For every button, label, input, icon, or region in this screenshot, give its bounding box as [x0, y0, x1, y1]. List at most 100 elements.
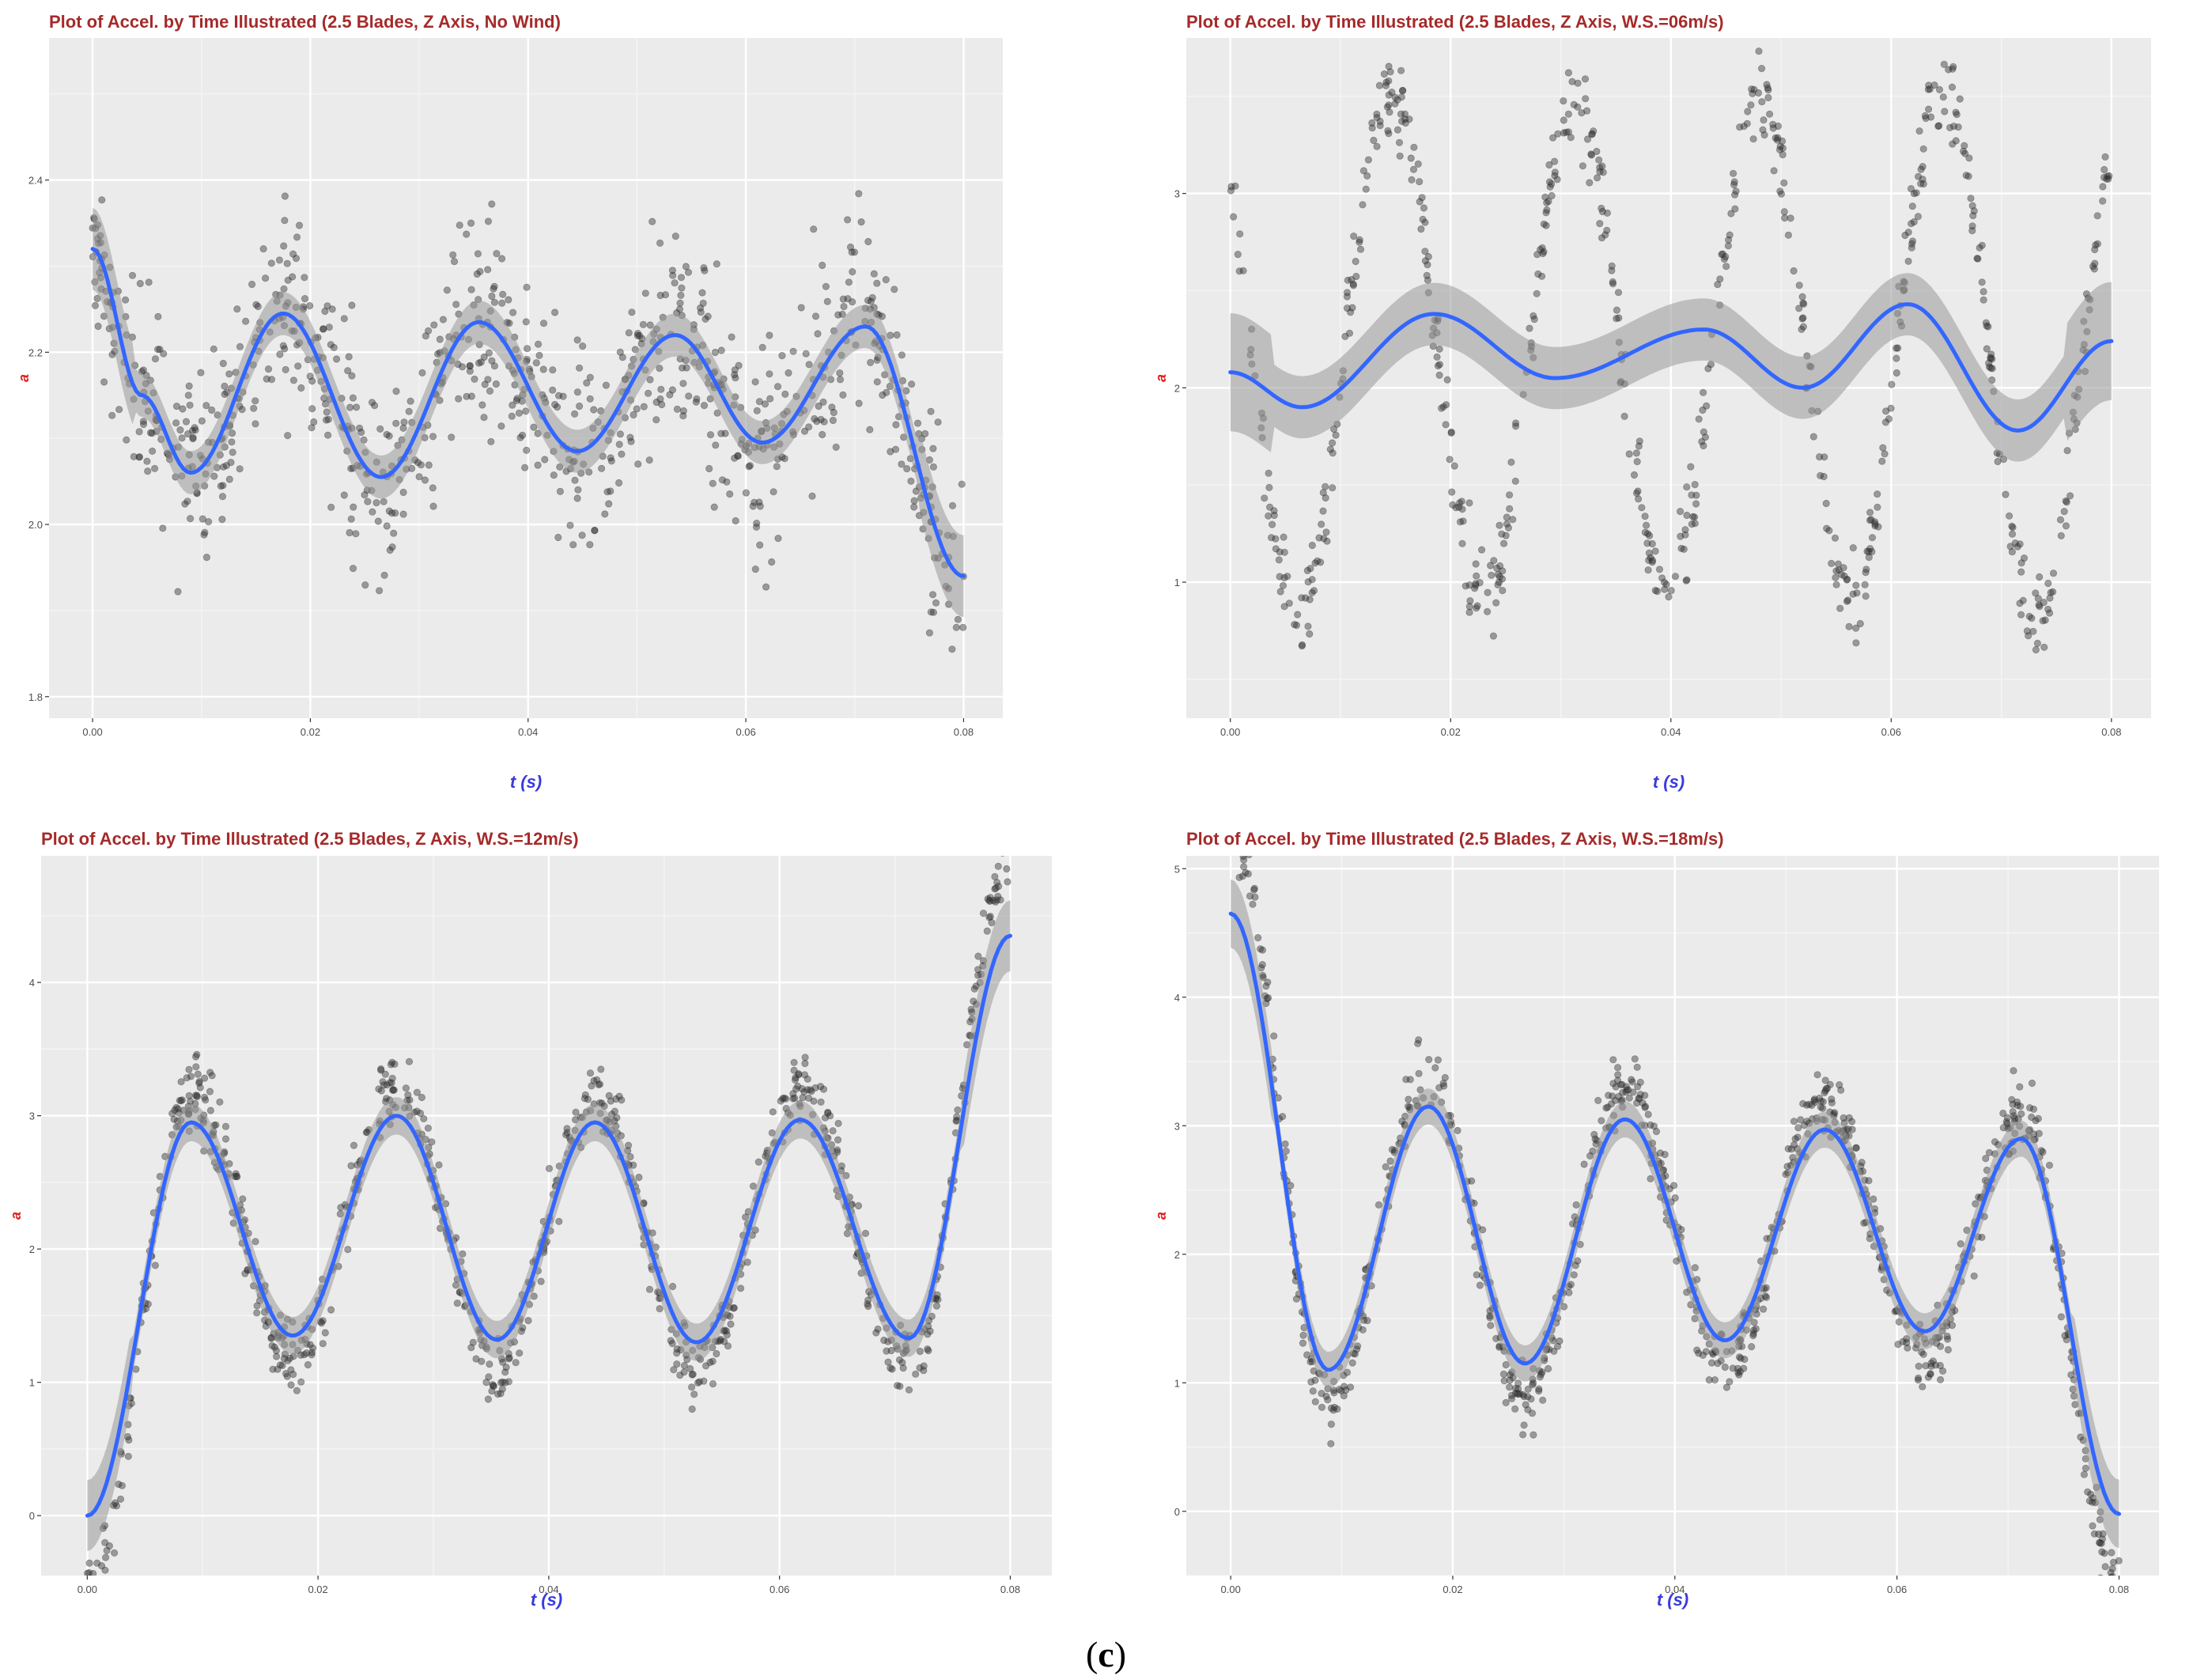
- scatter-point: [1270, 1032, 1278, 1040]
- scatter-point: [466, 361, 474, 369]
- scatter-point: [1910, 218, 1918, 226]
- scatter-point: [2108, 1565, 2116, 1572]
- scatter-point: [2040, 643, 2048, 651]
- scatter-point: [645, 456, 653, 464]
- scatter-point: [1908, 237, 1917, 245]
- scatter-point: [375, 587, 384, 595]
- scatter-point: [208, 406, 216, 414]
- scatter-point: [1551, 168, 1560, 176]
- scatter-point: [1356, 238, 1363, 246]
- scatter-point: [1343, 289, 1352, 297]
- scatter-point: [145, 278, 153, 286]
- scatter-point: [1401, 119, 1409, 127]
- x-axis-label: t (s): [510, 772, 542, 792]
- scatter-point: [189, 433, 197, 441]
- scatter-point: [1363, 1317, 1371, 1325]
- scatter-point: [1919, 1383, 1927, 1391]
- scatter-point: [1919, 163, 1927, 171]
- scatter-point: [151, 355, 160, 363]
- scatter-point: [1755, 47, 1763, 55]
- scatter-point: [1705, 1376, 1713, 1384]
- y-tick-label: 1: [1174, 1377, 1180, 1389]
- scatter-point: [118, 1481, 126, 1489]
- chart-panel-2: Plot of Accel. by Time Illustrated (2.5 …: [1153, 12, 2151, 792]
- scatter-point: [804, 1075, 811, 1083]
- scatter-point: [1646, 532, 1654, 539]
- scatter-point: [1535, 1385, 1543, 1393]
- scatter-point: [607, 457, 615, 465]
- scatter-point: [745, 463, 753, 471]
- scatter-point: [1468, 1177, 1476, 1185]
- scatter-point: [697, 308, 705, 316]
- scatter-point: [1983, 322, 1991, 330]
- scatter-point: [2041, 616, 2049, 624]
- scatter-point: [1731, 205, 1739, 213]
- scatter-point: [1258, 961, 1266, 969]
- scatter-point: [2099, 183, 2107, 191]
- scatter-point: [1760, 116, 1768, 124]
- x-tick-label: 0.04: [1665, 1584, 1685, 1595]
- scatter-point: [692, 398, 700, 406]
- scatter-point: [1534, 270, 1542, 278]
- smooth-line: [1228, 302, 2114, 433]
- scatter-point: [2066, 492, 2074, 500]
- y-tick-label: 3: [1174, 1120, 1180, 1132]
- scatter-point: [989, 896, 997, 905]
- scatter-point: [156, 346, 164, 354]
- scatter-point: [1507, 1391, 1516, 1399]
- scatter-point: [149, 447, 157, 456]
- scatter-point: [1968, 202, 1976, 210]
- scatter-point: [1901, 231, 1909, 240]
- scatter-point: [297, 1351, 305, 1359]
- scatter-point: [1730, 169, 1737, 177]
- scatter-point: [453, 1300, 461, 1307]
- scatter-point: [239, 1195, 247, 1203]
- scatter-point: [766, 331, 773, 339]
- scatter-point: [1582, 95, 1590, 103]
- scatter-point: [1415, 1036, 1423, 1044]
- scatter-point: [864, 1302, 872, 1311]
- scatter-point: [898, 351, 906, 359]
- scatter-point: [1719, 250, 1726, 258]
- scatter-point: [415, 473, 423, 481]
- scatter-point: [661, 291, 670, 299]
- scatter-point: [1661, 585, 1669, 593]
- scatter-point: [1553, 176, 1561, 184]
- scatter-point: [1343, 293, 1352, 301]
- scatter-point: [1299, 1331, 1307, 1339]
- scatter-point: [308, 377, 316, 385]
- x-axis-label: t (s): [1657, 1590, 1688, 1610]
- scatter-point: [1930, 81, 1938, 89]
- scatter-point: [1292, 621, 1301, 630]
- scatter-point: [1622, 1083, 1630, 1091]
- scatter-point: [275, 256, 283, 264]
- scatter-point: [1333, 1405, 1341, 1413]
- scatter-point: [1949, 62, 1957, 71]
- scatter-point: [753, 519, 761, 528]
- scatter-point: [1925, 81, 1933, 89]
- scatter-point: [539, 365, 547, 373]
- scatter-point: [1281, 1140, 1289, 1148]
- scatter-point: [189, 426, 197, 434]
- scatter-point: [361, 581, 369, 589]
- scatter-point: [1543, 206, 1551, 214]
- scatter-point: [1473, 1271, 1480, 1279]
- scatter-point: [545, 1164, 554, 1173]
- scatter-point: [1231, 182, 1239, 190]
- scatter-point: [1799, 323, 1807, 331]
- scatter-point: [1983, 345, 1991, 353]
- scatter-point: [2017, 559, 2025, 567]
- scatter-point: [267, 376, 276, 384]
- scatter-point: [1968, 222, 1976, 230]
- chart-title: Plot of Accel. by Time Illustrated (2.5 …: [1186, 12, 1724, 32]
- scatter-point: [1494, 581, 1502, 589]
- scatter-point: [1908, 244, 1915, 252]
- scatter-point: [509, 308, 517, 316]
- plot-area: [1228, 856, 2123, 1576]
- scatter-point: [626, 433, 634, 441]
- scatter-point: [429, 484, 437, 492]
- scatter-point: [1820, 472, 1828, 481]
- scatter-point: [1352, 257, 1359, 266]
- scatter-point: [574, 486, 582, 494]
- scatter-point: [932, 599, 940, 607]
